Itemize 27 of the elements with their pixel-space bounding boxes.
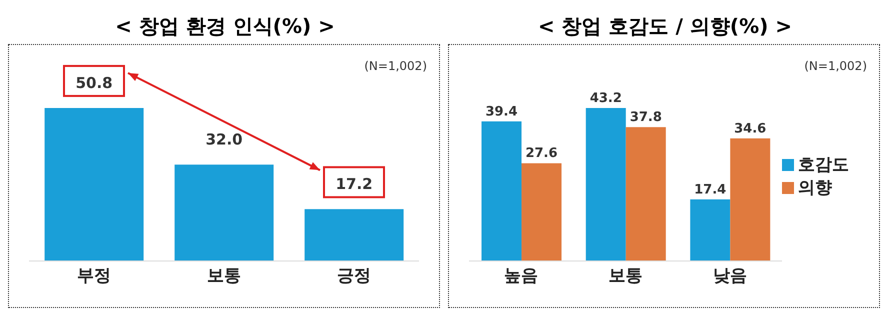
x-tick-label: 낮음: [712, 266, 747, 286]
x-tick-label: 보통: [608, 266, 642, 286]
data-label: 27.6: [525, 146, 558, 162]
data-label: 32.0: [206, 130, 243, 149]
data-label: 37.8: [630, 110, 662, 126]
bar: [690, 199, 730, 261]
data-label: 17.4: [694, 182, 726, 198]
legend-label: 의향: [798, 178, 832, 198]
bar: [522, 163, 562, 261]
text: (N=1,002): [364, 59, 427, 73]
bar: [586, 108, 626, 261]
data-label: 17.2: [336, 175, 373, 194]
chart-title: < 창업 호감도 / 의향(%) >: [537, 13, 793, 40]
chart-title: < 창업 환경 인식(%) >: [114, 13, 336, 40]
text: (N=1,002): [804, 59, 867, 73]
bar: [730, 138, 770, 261]
data-label: 43.2: [590, 90, 622, 106]
data-label: 39.4: [485, 104, 518, 120]
x-tick-label: 보통: [207, 266, 241, 286]
bar: [482, 121, 522, 261]
data-label: 50.8: [76, 74, 113, 92]
x-tick-label: 높음: [504, 266, 538, 286]
data-label: 34.6: [734, 121, 766, 136]
legend-label: 호감도: [798, 155, 849, 175]
bar: [626, 127, 666, 261]
x-tick-label: 긍정: [337, 266, 371, 286]
x-tick-label: 부정: [77, 266, 111, 286]
